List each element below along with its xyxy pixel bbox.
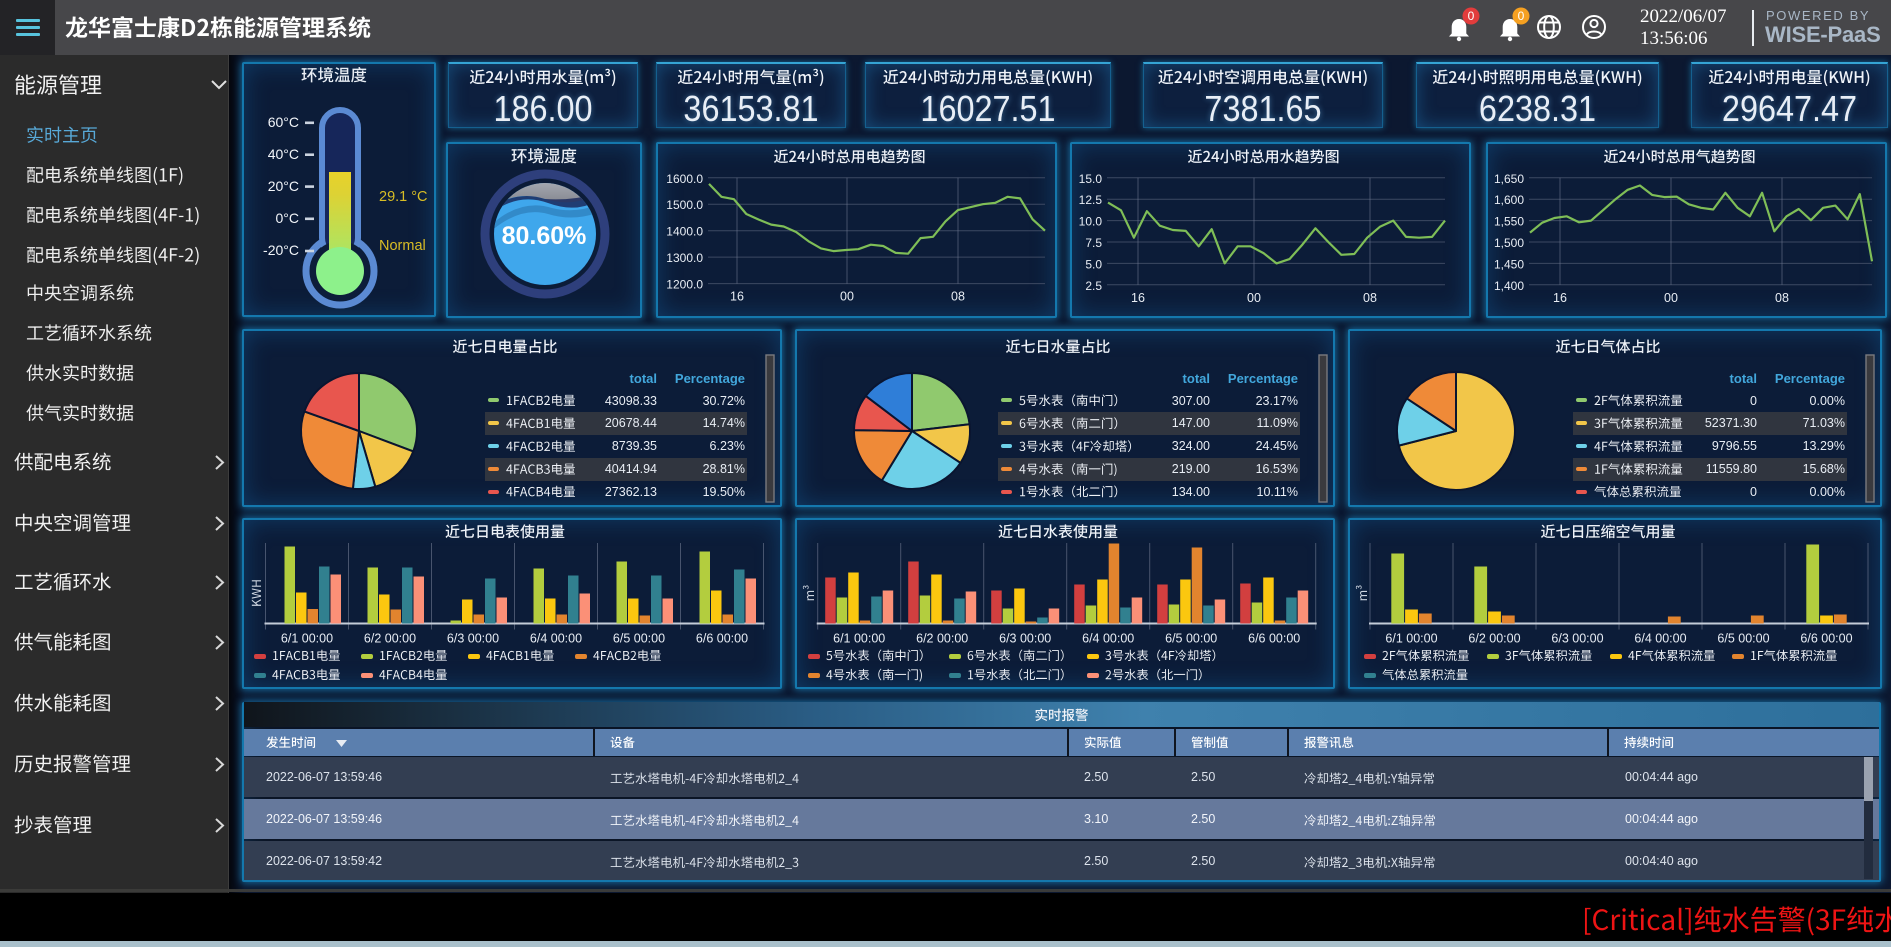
svg-text:6/1 00:00: 6/1 00:00 <box>281 632 333 646</box>
svg-text:0: 0 <box>1468 9 1475 23</box>
svg-text:16: 16 <box>1131 291 1145 305</box>
svg-text:16: 16 <box>1553 291 1567 305</box>
svg-text:2.5: 2.5 <box>1085 279 1102 293</box>
svg-text:6/4 00:00: 6/4 00:00 <box>1082 632 1134 646</box>
svg-text:1,400: 1,400 <box>1494 279 1524 293</box>
svg-text:1,550: 1,550 <box>1494 215 1524 229</box>
svg-text:6/5 00:00: 6/5 00:00 <box>1165 632 1217 646</box>
svg-text:6/2 00:00: 6/2 00:00 <box>1468 632 1520 646</box>
svg-text:00: 00 <box>1247 291 1261 305</box>
svg-text:6/4 00:00: 6/4 00:00 <box>530 632 582 646</box>
svg-text:08: 08 <box>1775 291 1789 305</box>
svg-text:10.0: 10.0 <box>1079 215 1103 229</box>
svg-text:1,650: 1,650 <box>1494 172 1524 186</box>
svg-text:12.5: 12.5 <box>1079 193 1103 207</box>
svg-text:6/5 00:00: 6/5 00:00 <box>1717 632 1769 646</box>
svg-text:6/3 00:00: 6/3 00:00 <box>447 632 499 646</box>
svg-text:0°C: 0°C <box>276 210 300 226</box>
svg-text:29.1 °C: 29.1 °C <box>379 189 428 205</box>
svg-text:1,450: 1,450 <box>1494 257 1524 271</box>
svg-text:16: 16 <box>730 290 744 304</box>
svg-text:6/6 00:00: 6/6 00:00 <box>1248 632 1300 646</box>
svg-text:08: 08 <box>1363 291 1377 305</box>
svg-text:7.5: 7.5 <box>1085 236 1102 250</box>
svg-text:40°C: 40°C <box>268 146 299 162</box>
svg-text:00: 00 <box>1664 291 1678 305</box>
svg-text:6/3 00:00: 6/3 00:00 <box>999 632 1051 646</box>
svg-text:6/2 00:00: 6/2 00:00 <box>916 632 968 646</box>
svg-text:00: 00 <box>840 290 854 304</box>
svg-text:6/1 00:00: 6/1 00:00 <box>1385 632 1437 646</box>
svg-text:1200.0: 1200.0 <box>666 278 703 292</box>
svg-text:15.0: 15.0 <box>1079 172 1103 186</box>
svg-text:6/3 00:00: 6/3 00:00 <box>1551 632 1603 646</box>
svg-text:1500.0: 1500.0 <box>666 198 703 212</box>
svg-text:20°C: 20°C <box>268 178 299 194</box>
svg-text:6/6 00:00: 6/6 00:00 <box>696 632 748 646</box>
svg-text:-20°C: -20°C <box>263 242 299 258</box>
svg-text:1300.0: 1300.0 <box>666 251 703 265</box>
svg-text:08: 08 <box>951 290 965 304</box>
svg-text:6/5 00:00: 6/5 00:00 <box>613 632 665 646</box>
svg-text:5.0: 5.0 <box>1085 257 1102 271</box>
svg-text:1400.0: 1400.0 <box>666 225 703 239</box>
svg-text:6/6 00:00: 6/6 00:00 <box>1800 632 1852 646</box>
svg-text:60°C: 60°C <box>268 114 299 130</box>
svg-text:1,500: 1,500 <box>1494 236 1524 250</box>
svg-text:Normal: Normal <box>379 238 426 254</box>
svg-text:0: 0 <box>1518 9 1525 23</box>
svg-text:6/4 00:00: 6/4 00:00 <box>1634 632 1686 646</box>
svg-text:1,600: 1,600 <box>1494 193 1524 207</box>
svg-text:6/1 00:00: 6/1 00:00 <box>833 632 885 646</box>
svg-text:6/2 00:00: 6/2 00:00 <box>364 632 416 646</box>
svg-text:1600.0: 1600.0 <box>666 172 703 186</box>
